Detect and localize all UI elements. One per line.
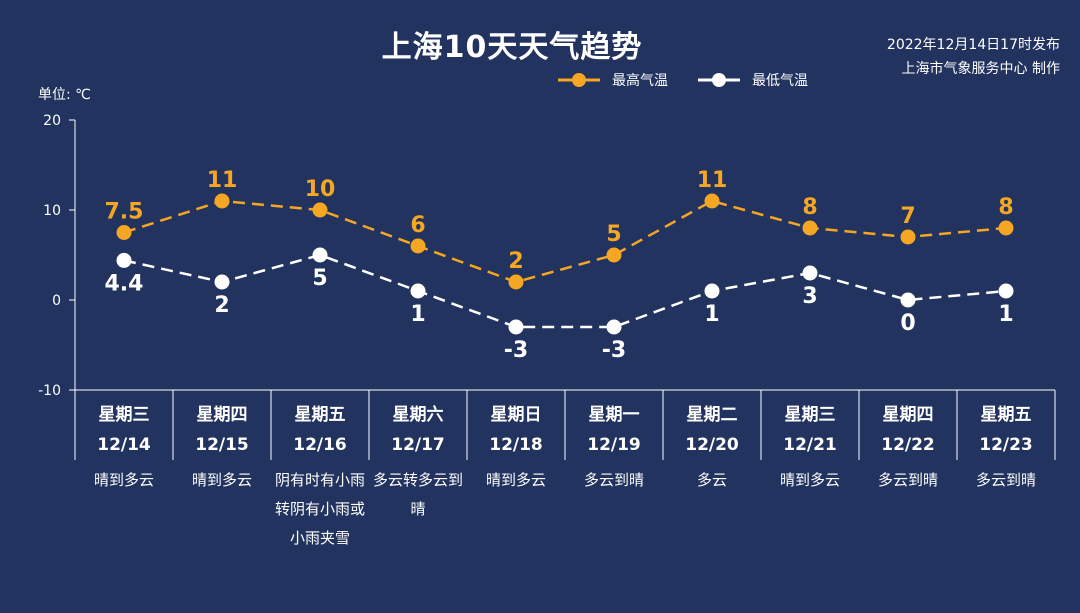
low-temperature-label: 1 (704, 302, 719, 327)
day-name: 星期六 (392, 405, 444, 425)
day-weather: 晴到多云 (191, 471, 252, 489)
low-temperature-point (508, 319, 524, 335)
low-temperature-point (116, 252, 132, 268)
day-column: 星期三 12/21 晴到多云 (761, 400, 859, 495)
day-date: 12/20 (685, 435, 739, 455)
legend-low-label: 最低气温 (752, 73, 808, 89)
day-date: 12/23 (979, 435, 1033, 455)
high-temperature-point (704, 193, 720, 209)
day-date: 12/21 (783, 435, 837, 455)
day-column: 星期三 12/14 晴到多云 (75, 400, 173, 495)
legend-high-label: 最高气温 (612, 73, 668, 89)
day-weather: 多云到晴 (975, 471, 1036, 489)
high-temperature-label: 7.5 (105, 200, 144, 225)
high-temperature-label: 5 (606, 222, 621, 247)
low-temperature-point (410, 283, 426, 299)
day-name: 星期五 (980, 405, 1032, 425)
low-temperature-label: 3 (802, 284, 817, 309)
low-temperature-point (704, 283, 720, 299)
day-weather: 阴有时有小雨转阴有小雨或小雨夹雪 (275, 471, 366, 547)
low-temperature-label: 1 (410, 302, 425, 327)
low-temperature-point (312, 247, 328, 263)
day-date: 12/14 (97, 435, 151, 455)
chart-title: 上海10天天气趋势 (381, 30, 643, 65)
high-temperature-point (312, 202, 328, 218)
day-column: 星期五 12/23 多云到晴 (957, 400, 1055, 495)
day-column: 星期一 12/19 多云到晴 (565, 400, 663, 495)
low-temperature-label: 0 (900, 311, 915, 336)
high-temperature-label: 2 (508, 249, 523, 274)
day-name: 星期四 (196, 405, 248, 425)
day-column: 星期六 12/17 多云转多云到晴 (369, 400, 467, 524)
day-column: 星期日 12/18 晴到多云 (467, 400, 565, 495)
y-tick-label: -10 (38, 383, 61, 399)
y-tick-label: 0 (52, 293, 61, 309)
day-column: 星期二 12/20 多云 (663, 400, 761, 495)
low-temperature-label: 5 (312, 266, 327, 291)
high-temperature-label: 10 (305, 177, 336, 202)
day-date: 12/18 (489, 435, 543, 455)
day-date: 12/17 (391, 435, 445, 455)
day-name: 星期二 (686, 405, 738, 425)
high-temperature-point (900, 229, 916, 245)
high-temperature-label: 8 (802, 195, 817, 220)
day-name: 星期一 (588, 405, 640, 425)
low-temperature-point (802, 265, 818, 281)
legend-item-low: 最低气温 (698, 70, 808, 90)
day-weather: 晴到多云 (779, 471, 840, 489)
day-name: 星期日 (490, 405, 542, 425)
producer: 上海市气象服务中心 制作 (901, 61, 1060, 77)
day-date: 12/15 (195, 435, 249, 455)
low-temperature-label: 1 (998, 302, 1013, 327)
day-name: 星期三 (98, 405, 150, 425)
day-weather: 多云转多云到晴 (373, 471, 464, 518)
low-temperature-point (214, 274, 230, 290)
low-temperature-line (123, 253, 1007, 329)
high-temperature-point (508, 274, 524, 290)
issue-info: 2022年12月14日17时发布 上海市气象服务中心 制作 (887, 33, 1060, 81)
day-date: 12/19 (587, 435, 641, 455)
low-temperature-label: -3 (602, 338, 626, 363)
legend-high-marker (558, 73, 600, 87)
high-temperature-point (998, 220, 1014, 236)
legend-item-high: 最高气温 (558, 70, 668, 90)
day-column: 星期四 12/15 晴到多云 (173, 400, 271, 495)
day-weather: 多云 (696, 471, 727, 489)
day-weather: 多云到晴 (877, 471, 938, 489)
legend: 最高气温 最低气温 (558, 70, 808, 90)
legend-low-marker (698, 73, 740, 87)
day-column: 星期四 12/22 多云到晴 (859, 400, 957, 495)
high-temperature-label: 8 (998, 195, 1013, 220)
day-column: 星期五 12/16 阴有时有小雨转阴有小雨或小雨夹雪 (271, 400, 369, 553)
high-temperature-label: 6 (410, 213, 425, 238)
y-axis-unit: 单位: ℃ (38, 87, 91, 103)
day-date: 12/16 (293, 435, 347, 455)
high-temperature-point (606, 247, 622, 263)
high-temperature-label: 7 (900, 204, 915, 229)
day-weather: 晴到多云 (485, 471, 546, 489)
high-temperature-label: 11 (697, 168, 728, 193)
low-temperature-point (900, 292, 916, 308)
low-temperature-label: 2 (214, 293, 229, 318)
high-temperature-point (116, 225, 132, 240)
day-name: 星期五 (294, 405, 346, 425)
low-temperature-label: -3 (504, 338, 528, 363)
high-temperature-point (802, 220, 818, 236)
day-weather: 多云到晴 (583, 471, 644, 489)
low-temperature-label: 4.4 (105, 271, 144, 296)
day-weather: 晴到多云 (93, 471, 154, 489)
issued-time: 2022年12月14日17时发布 (886, 37, 1060, 53)
y-tick-label: 20 (43, 113, 61, 129)
day-name: 星期三 (784, 405, 836, 425)
y-tick-label: 10 (43, 203, 61, 219)
high-temperature-label: 11 (207, 168, 238, 193)
day-date: 12/22 (881, 435, 935, 455)
day-name: 星期四 (882, 405, 934, 425)
high-temperature-line (123, 199, 1007, 284)
high-temperature-point (410, 238, 426, 254)
low-temperature-point (606, 319, 622, 335)
low-temperature-point (998, 283, 1014, 299)
high-temperature-point (214, 193, 230, 209)
